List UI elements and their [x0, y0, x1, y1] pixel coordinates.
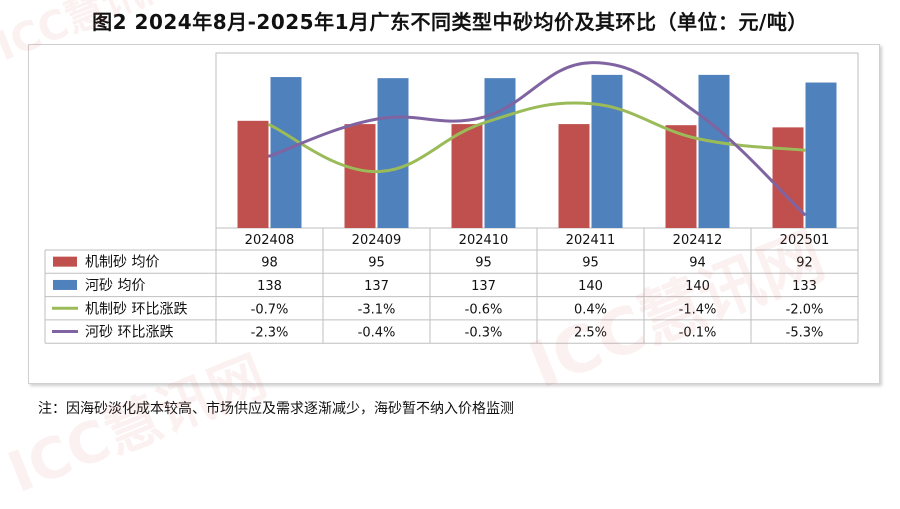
data-label-2-202410: -0.6%	[465, 302, 503, 317]
data-label-0-202411: 95	[582, 256, 599, 271]
data-label-3-202501: -5.3%	[786, 326, 824, 341]
legend-label-1: 河砂 均价	[85, 278, 145, 294]
data-label-1-202501: 133	[792, 279, 817, 294]
data-label-0-202408: 98	[261, 256, 278, 271]
data-label-0-202409: 95	[368, 256, 385, 271]
legend-label-0: 机制砂 均价	[85, 255, 159, 271]
data-label-1-202409: 137	[364, 279, 389, 294]
bar-0-202501	[773, 127, 804, 228]
bar-0-202412	[666, 125, 697, 228]
bar-1-202501	[806, 83, 837, 228]
bar-0-202411	[559, 124, 590, 228]
category-label-202409: 202409	[352, 233, 402, 248]
legend-label-3: 河砂 环比涨跌	[85, 325, 173, 341]
data-label-1-202412: 140	[685, 279, 710, 294]
data-label-1-202411: 140	[578, 279, 603, 294]
bar-0-202408	[238, 121, 269, 228]
data-label-2-202412: -1.4%	[679, 302, 717, 317]
legend-label-2: 机制砂 环比涨跌	[85, 301, 187, 317]
bar-0-202410	[452, 124, 483, 228]
bar-0-202409	[345, 124, 376, 228]
data-label-3-202412: -0.1%	[679, 326, 717, 341]
plot-frame	[216, 53, 858, 228]
data-label-0-202412: 94	[689, 256, 706, 271]
data-label-1-202410: 137	[471, 279, 496, 294]
data-label-2-202501: -2.0%	[786, 302, 824, 317]
bar-1-202410	[485, 78, 516, 228]
footnote: 注：因海砂淡化成本较高、市场供应及需求逐渐减少，海砂暂不纳入价格监测	[38, 398, 514, 418]
data-label-0-202501: 92	[796, 256, 813, 271]
category-label-202408: 202408	[245, 233, 295, 248]
legend-key-1	[53, 280, 77, 290]
chart-title: 图2 2024年8月-2025年1月广东不同类型中砂均价及其环比（单位：元/吨）	[0, 6, 900, 35]
combo-chart: 202408 202409 202410 202411 202412 202501 机制砂 …	[29, 45, 879, 383]
chart-panel: 202408 202409 202410 202411 202412 202501 机制砂 …	[28, 44, 880, 384]
legend-key-0	[53, 257, 77, 267]
bar-1-202409	[378, 78, 409, 228]
data-label-3-202408: -2.3%	[251, 326, 289, 341]
bar-1-202411	[592, 75, 623, 228]
category-label-202501: 202501	[780, 233, 830, 248]
data-label-2-202408: -0.7%	[251, 302, 289, 317]
category-label-202411: 202411	[566, 233, 616, 248]
data-label-3-202411: 2.5%	[574, 326, 607, 341]
data-label-3-202409: -0.4%	[358, 326, 396, 341]
data-label-0-202410: 95	[475, 256, 492, 271]
data-label-1-202408: 138	[257, 279, 282, 294]
data-label-2-202409: -3.1%	[358, 302, 396, 317]
bar-1-202412	[699, 75, 730, 228]
category-label-202412: 202412	[673, 233, 723, 248]
category-label-202410: 202410	[459, 233, 509, 248]
data-label-3-202410: -0.3%	[465, 326, 503, 341]
data-label-2-202411: 0.4%	[574, 302, 607, 317]
